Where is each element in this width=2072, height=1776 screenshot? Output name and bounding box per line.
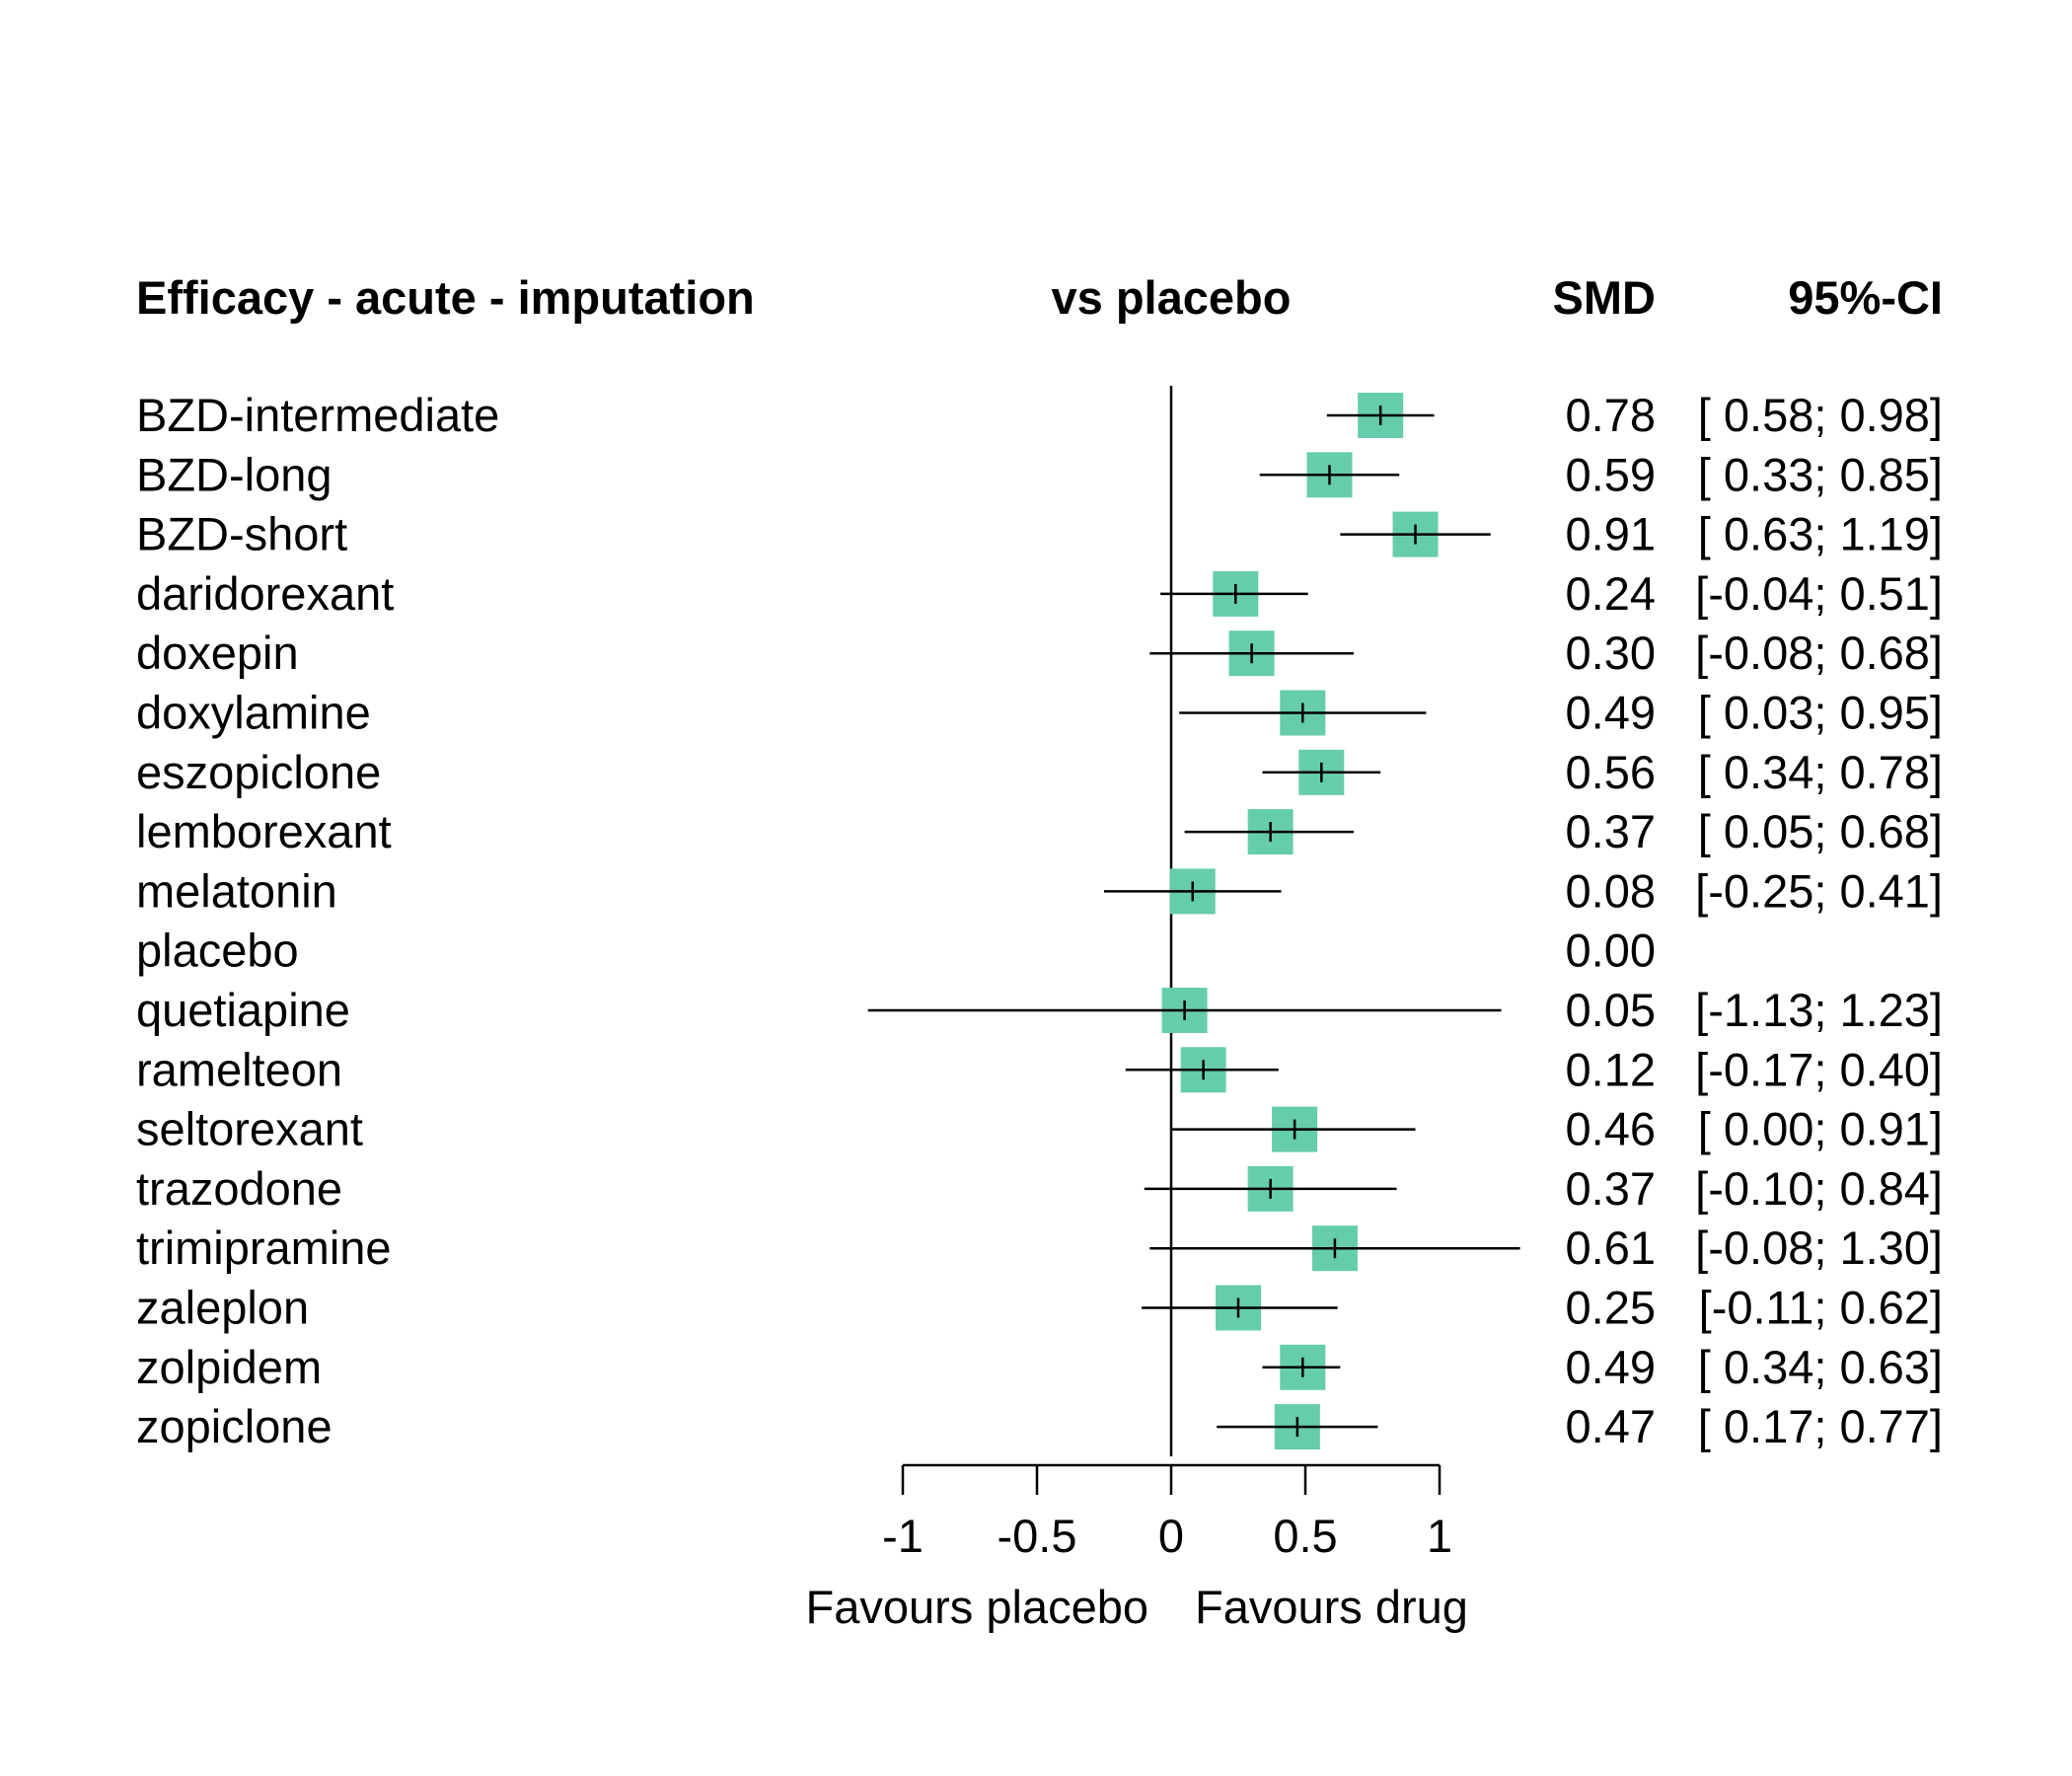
smd-value: 0.47 [1566,1400,1656,1452]
forest-row: seltorexant 0.46 [ 0.00; 0.91] [136,1103,1943,1155]
row-label: placebo [136,925,299,977]
ci-value: [ 0.03; 0.95] [1698,687,1943,739]
forest-row: zaleplon 0.25 [-0.11; 0.62] [136,1282,1943,1334]
ci-value: [ 0.58; 0.98] [1698,389,1943,441]
row-label: zopiclone [136,1400,333,1452]
forest-row: zopiclone 0.47 [ 0.17; 0.77] [136,1400,1943,1452]
ci-header: 95%-CI [1788,271,1943,324]
smd-value: 0.08 [1566,864,1656,917]
smd-value: 0.12 [1566,1043,1656,1095]
ci-value: [-0.17; 0.40] [1695,1043,1943,1095]
row-label: trazodone [136,1162,342,1215]
row-label: doxepin [136,627,299,679]
smd-value: 0.25 [1566,1282,1656,1334]
x-tick-label: 0.5 [1273,1510,1337,1562]
forest-row: melatonin 0.08 [-0.25; 0.41] [136,864,1943,917]
row-label: daridorexant [136,567,394,620]
forest-row: BZD-short 0.91 [ 0.63; 1.19] [136,508,1943,560]
smd-value: 0.91 [1566,508,1656,560]
smd-value: 0.59 [1566,448,1656,500]
ci-value: [-0.10; 0.84] [1695,1162,1943,1215]
row-label: seltorexant [136,1103,363,1155]
x-tick-label: -1 [882,1510,924,1562]
smd-value: 0.78 [1566,389,1656,441]
smd-value: 0.61 [1566,1221,1656,1274]
smd-value: 0.24 [1566,567,1656,620]
ci-value: [-0.08; 0.68] [1695,627,1943,679]
ci-value: [ 0.00; 0.91] [1698,1103,1943,1155]
forest-row: zolpidem 0.49 [ 0.34; 0.63] [136,1341,1943,1393]
forest-row: daridorexant 0.24 [-0.04; 0.51] [136,567,1943,620]
smd-value: 0.56 [1566,746,1656,798]
row-label: lemborexant [136,805,392,857]
forest-row: ramelteon 0.12 [-0.17; 0.40] [136,1043,1943,1095]
forest-row: doxepin 0.30 [-0.08; 0.68] [136,627,1943,679]
forest-row: doxylamine 0.49 [ 0.03; 0.95] [136,687,1943,739]
smd-value: 0.00 [1566,925,1656,977]
favours-placebo-label: Favours placebo [806,1581,1148,1633]
smd-value: 0.49 [1566,1341,1656,1393]
x-axis: -1 -0.5 0 0.5 1 [882,1463,1452,1562]
ci-value: [-0.11; 0.62] [1699,1282,1943,1334]
forest-row: trimipramine 0.61 [-0.08; 1.30] [136,1221,1943,1274]
smd-value: 0.37 [1566,805,1656,857]
ci-value: [ 0.34; 0.63] [1698,1341,1943,1393]
forest-row: lemborexant 0.37 [ 0.05; 0.68] [136,805,1943,857]
smd-header: SMD [1553,271,1656,324]
plot-title: Efficacy - acute - imputation [136,271,755,324]
x-tick-label: -0.5 [998,1510,1077,1562]
forest-row: BZD-intermediate 0.78 [ 0.58; 0.98] [136,389,1943,441]
x-tick-label: 0 [1158,1510,1184,1562]
row-label: doxylamine [136,687,371,739]
ci-value: [-0.04; 0.51] [1695,567,1943,620]
row-label: BZD-intermediate [136,389,499,441]
ci-value: [ 0.17; 0.77] [1698,1400,1943,1452]
smd-value: 0.05 [1566,984,1656,1036]
row-label: BZD-short [136,508,347,560]
ci-value: [-1.13; 1.23] [1695,984,1943,1036]
forest-row: placebo 0.00 [136,925,1656,977]
ci-value: [ 0.63; 1.19] [1698,508,1943,560]
header-row: Efficacy - acute - imputation vs placebo… [136,271,1943,324]
smd-value: 0.37 [1566,1162,1656,1215]
forest-row: quetiapine 0.05 [-1.13; 1.23] [136,984,1943,1036]
forest-row: eszopiclone 0.56 [ 0.34; 0.78] [136,746,1943,798]
row-label: quetiapine [136,984,350,1036]
x-tick-label: 1 [1427,1510,1452,1562]
row-label: zaleplon [136,1282,309,1334]
row-label: eszopiclone [136,746,381,798]
row-label: zolpidem [136,1341,322,1393]
ci-value: [ 0.05; 0.68] [1698,805,1943,857]
forest-row: trazodone 0.37 [-0.10; 0.84] [136,1162,1943,1215]
row-label: trimipramine [136,1221,392,1274]
row-label: ramelteon [136,1043,342,1095]
ci-value: [-0.25; 0.41] [1695,864,1943,917]
ci-value: [ 0.34; 0.78] [1698,746,1943,798]
forest-row: BZD-long 0.59 [ 0.33; 0.85] [136,448,1943,500]
row-label: melatonin [136,864,337,917]
ci-value: [ 0.33; 0.85] [1698,448,1943,500]
ci-value: [-0.08; 1.30] [1695,1221,1943,1274]
smd-value: 0.49 [1566,687,1656,739]
rows-layer: BZD-intermediate 0.78 [ 0.58; 0.98] BZD-lon… [136,389,1943,1452]
row-label: BZD-long [136,448,333,500]
smd-value: 0.30 [1566,627,1656,679]
favours-drug-label: Favours drug [1195,1581,1468,1633]
smd-value: 0.46 [1566,1103,1656,1155]
x-axis-labels: Favours placebo Favours drug [806,1581,1468,1633]
comparison-header: vs placebo [1052,271,1292,324]
